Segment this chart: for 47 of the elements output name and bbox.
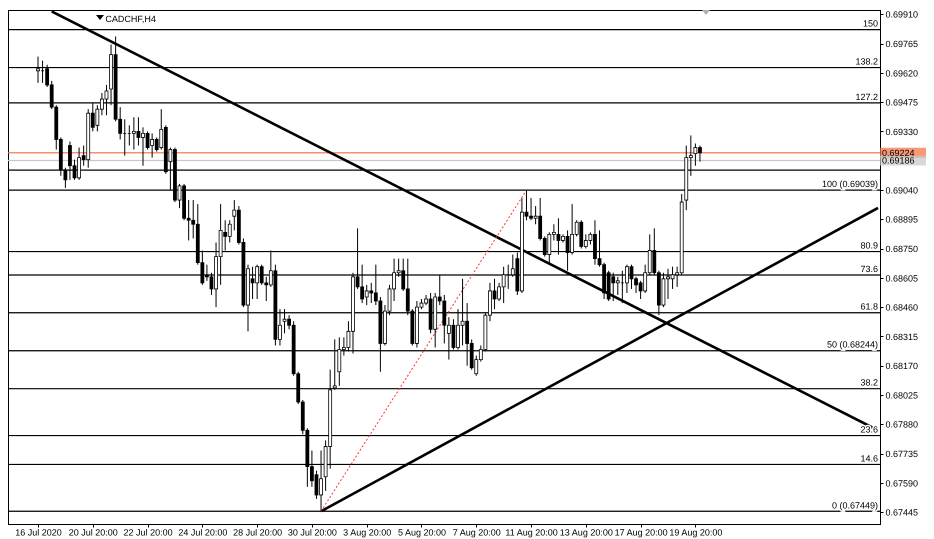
y-tick-label: 0.67735 — [886, 449, 918, 460]
x-tick-label: 17 Aug 20:00 — [614, 528, 668, 538]
x-tick-label: 16 Jul 2020 — [15, 528, 62, 538]
annotation: 150 — [862, 18, 878, 29]
ref-line-label: 0.69186 — [882, 155, 915, 166]
x-tick-label: 30 Jul 20:00 — [288, 528, 337, 538]
x-tick-label: 28 Jul 20:00 — [233, 528, 282, 538]
y-tick-label: 0.67880 — [886, 420, 918, 430]
chart-title: CADCHF,H4 — [105, 14, 156, 24]
y-tick-label: 0.69765 — [886, 39, 918, 50]
annotation: 38.2 — [860, 378, 878, 388]
x-tick-label: 11 Aug 20:00 — [505, 528, 558, 538]
annotation: 0 (0.67449) — [832, 500, 878, 510]
x-tick-label: 5 Aug 20:00 — [398, 528, 446, 538]
x-tick-label: 19 Aug 20:00 — [669, 528, 722, 538]
x-tick-label: 24 Jul 20:00 — [178, 528, 228, 538]
y-tick-label: 0.69330 — [886, 126, 918, 137]
annotation: 80.9 — [860, 240, 878, 251]
x-tick-label: 22 Jul 20:00 — [124, 528, 173, 538]
annotation: 127.2 — [855, 92, 878, 102]
annotation: 100 (0.69039) — [822, 179, 878, 190]
y-tick-label: 0.68170 — [886, 361, 918, 372]
y-tick-label: 0.68315 — [886, 332, 918, 342]
annotation: 50 (0.68244) — [826, 340, 878, 350]
y-tick-label: 0.67445 — [886, 508, 918, 518]
y-tick-label: 0.69910 — [886, 10, 918, 20]
y-tick-label: 0.69620 — [886, 68, 918, 78]
candlestick — [228, 220, 232, 243]
y-tick-label: 0.68750 — [886, 244, 918, 254]
annotation: 14.6 — [860, 453, 878, 464]
candlestick — [369, 282, 374, 304]
x-tick-label: 3 Aug 20:00 — [343, 528, 392, 538]
annotation: 61.8 — [860, 302, 878, 312]
y-tick-label: 0.67590 — [886, 478, 918, 488]
ref-line-label: 0.69224 — [882, 148, 915, 158]
y-tick-label: 0.68895 — [886, 214, 918, 225]
annotation: 23.6 — [860, 424, 878, 435]
x-tick-label: 7 Aug 20:00 — [452, 528, 501, 538]
y-tick-label: 0.68025 — [886, 390, 918, 400]
annotation: 73.6 — [860, 264, 878, 274]
y-tick-label: 0.68460 — [886, 302, 918, 313]
x-tick-label: 20 Jul 20:00 — [68, 528, 118, 538]
y-tick-label: 0.68605 — [886, 273, 918, 284]
y-tick-label: 0.69475 — [886, 98, 918, 108]
y-tick-label: 0.69040 — [886, 185, 918, 196]
x-tick-label: 13 Aug 20:00 — [560, 528, 613, 538]
annotation: 138.2 — [855, 56, 878, 67]
